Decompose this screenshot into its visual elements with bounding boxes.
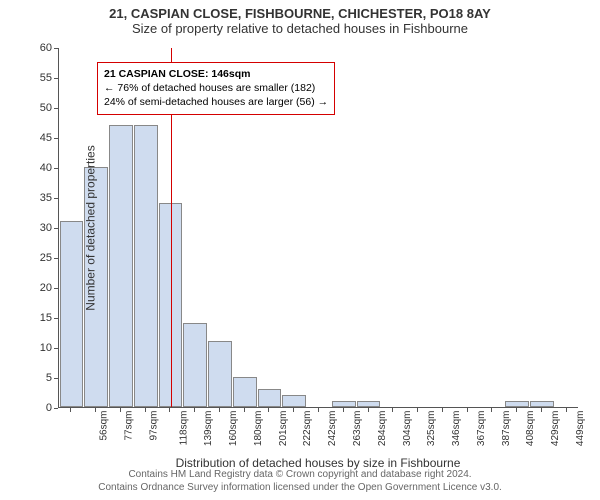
x-tick-mark [70,408,71,412]
x-tick-mark [392,408,393,412]
x-tick-label: 77sqm [124,411,135,441]
footer-line1: Contains HM Land Registry data © Crown c… [0,468,600,481]
annotation-line3: 24% of semi-detached houses are larger (… [104,95,328,109]
y-tick-mark [54,288,58,289]
x-tick-mark [516,408,517,412]
y-tick-label: 50 [12,102,52,114]
x-tick-label: 97sqm [148,411,159,441]
x-tick-label: 449sqm [575,411,586,447]
page-subtitle: Size of property relative to detached ho… [0,21,600,36]
x-tick-label: 325sqm [426,411,437,447]
footer: Contains HM Land Registry data © Crown c… [0,468,600,494]
histogram-bar [60,221,84,407]
y-tick-label: 30 [12,222,52,234]
x-tick-label: 284sqm [377,411,388,447]
x-tick-label: 304sqm [402,411,413,447]
x-tick-label: 346sqm [451,411,462,447]
histogram-bar [505,401,529,407]
histogram-bar [134,125,158,407]
x-tick-label: 160sqm [228,411,239,447]
y-tick-mark [54,318,58,319]
x-tick-mark [318,408,319,412]
y-tick-label: 0 [12,402,52,414]
x-tick-label: 56sqm [99,411,110,441]
annotation-line1: 21 CASPIAN CLOSE: 146sqm [104,67,328,81]
x-tick-label: 222sqm [303,411,314,447]
y-tick-label: 25 [12,252,52,264]
y-tick-mark [54,228,58,229]
y-tick-label: 15 [12,312,52,324]
y-tick-label: 40 [12,162,52,174]
x-tick-label: 387sqm [501,411,512,447]
annotation-line2: ← 76% of detached houses are smaller (18… [104,81,328,95]
y-tick-label: 35 [12,192,52,204]
y-tick-label: 10 [12,342,52,354]
y-tick-mark [54,258,58,259]
histogram-bar [332,401,356,407]
x-tick-mark [541,408,542,412]
x-tick-label: 201sqm [278,411,289,447]
histogram-bar [109,125,133,407]
y-tick-mark [54,138,58,139]
x-tick-mark [169,408,170,412]
x-tick-label: 118sqm [178,411,189,446]
histogram-bar [530,401,554,407]
x-tick-mark [368,408,369,412]
histogram-bar [183,323,207,407]
x-tick-mark [293,408,294,412]
x-tick-mark [417,408,418,412]
y-tick-mark [54,198,58,199]
page-title: 21, CASPIAN CLOSE, FISHBOURNE, CHICHESTE… [0,6,600,21]
y-tick-mark [54,378,58,379]
y-tick-mark [54,108,58,109]
x-tick-mark [268,408,269,412]
x-tick-mark [120,408,121,412]
histogram-bar [258,389,282,407]
y-tick-mark [54,408,58,409]
x-tick-label: 180sqm [253,411,264,447]
y-axis-label: Number of detached properties [84,145,98,310]
y-tick-mark [54,48,58,49]
y-tick-mark [54,78,58,79]
y-tick-label: 55 [12,72,52,84]
histogram-bar [357,401,381,407]
x-tick-mark [95,408,96,412]
plot-area: 21 CASPIAN CLOSE: 146sqm ← 76% of detach… [58,48,578,408]
x-tick-label: 408sqm [525,411,536,447]
x-tick-mark [343,408,344,412]
x-tick-mark [244,408,245,412]
y-tick-mark [54,348,58,349]
x-tick-mark [566,408,567,412]
x-tick-label: 242sqm [327,411,338,447]
x-tick-mark [145,408,146,412]
x-tick-mark [467,408,468,412]
x-tick-label: 367sqm [476,411,487,447]
x-tick-mark [194,408,195,412]
y-tick-label: 5 [12,372,52,384]
histogram-bar [282,395,306,407]
x-tick-label: 429sqm [550,411,561,447]
histogram-bar [233,377,257,407]
y-tick-label: 60 [12,42,52,54]
y-tick-label: 45 [12,132,52,144]
y-tick-mark [54,168,58,169]
x-tick-mark [491,408,492,412]
x-tick-mark [442,408,443,412]
histogram-chart: 21 CASPIAN CLOSE: 146sqm ← 76% of detach… [58,48,578,408]
histogram-bar [208,341,232,407]
x-tick-label: 139sqm [204,411,215,447]
y-tick-label: 20 [12,282,52,294]
annotation-box: 21 CASPIAN CLOSE: 146sqm ← 76% of detach… [97,62,335,115]
x-tick-mark [219,408,220,412]
footer-line2: Contains Ordnance Survey information lic… [0,481,600,494]
x-tick-label: 263sqm [352,411,363,447]
